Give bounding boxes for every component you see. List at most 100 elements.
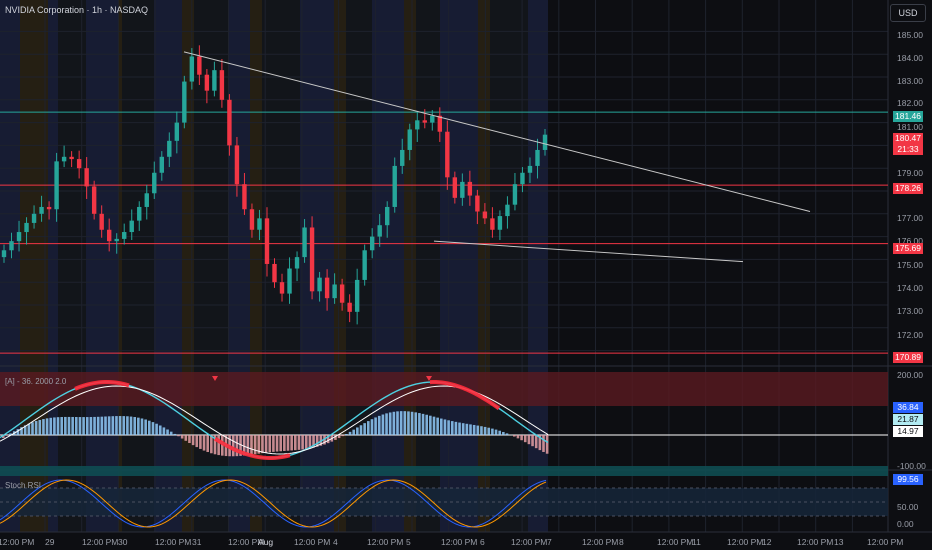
price-axis-tick: 176.00 xyxy=(897,236,923,246)
macd-histogram-bar xyxy=(531,435,534,447)
candle-body xyxy=(512,184,518,205)
macd-histogram-bar xyxy=(465,423,469,435)
time-axis-label: 12:00 PM xyxy=(441,537,478,547)
macd-histogram-bar xyxy=(370,419,374,435)
macd-histogram-bar xyxy=(188,435,191,444)
macd-histogram-bar xyxy=(290,435,293,451)
session-band xyxy=(118,0,122,532)
macd-histogram-bar xyxy=(71,416,74,435)
candle-body xyxy=(9,241,14,251)
candle-body xyxy=(1,250,7,258)
macd-histogram-bar xyxy=(480,426,483,435)
macd-histogram-bar xyxy=(527,435,531,445)
macd-histogram-bar xyxy=(261,435,264,454)
macd-histogram-bar xyxy=(520,435,523,441)
macd-histogram-bar xyxy=(429,415,432,435)
macd-histogram-bar xyxy=(49,417,53,435)
macd-histogram-bar xyxy=(67,416,71,435)
time-axis-label: 29 xyxy=(45,537,55,547)
stoch-rsi-label[interactable]: Stoch RSI xyxy=(5,481,42,490)
macd-bearish-segment xyxy=(74,380,130,391)
candle-body xyxy=(377,225,382,237)
candle-body xyxy=(505,204,510,217)
price-axis-tick: 185.00 xyxy=(897,30,923,40)
candle-body xyxy=(144,193,149,207)
macd-histogram-bar xyxy=(199,435,202,449)
candle-body xyxy=(467,181,473,196)
macd-histogram-bar xyxy=(155,423,158,435)
candle-body xyxy=(106,229,112,242)
price-axis-tick: 183.00 xyxy=(897,76,923,86)
macd-histogram-bar xyxy=(38,419,42,435)
macd-histogram-bar xyxy=(75,417,78,435)
time-axis-label: 7 xyxy=(547,537,552,547)
macd-histogram-bar xyxy=(502,431,505,435)
currency-button[interactable]: USD xyxy=(890,4,926,22)
chart-title: NVIDIA Corporation · 1h · NASDAQ xyxy=(5,5,149,15)
candle-body xyxy=(324,277,330,299)
macd-histogram-bar xyxy=(180,435,184,439)
time-axis-label: 12:00 PM xyxy=(155,537,192,547)
macd-histogram-bar xyxy=(498,430,501,435)
candle-body xyxy=(347,302,352,312)
level-tag-170: 170.89 xyxy=(893,352,923,363)
time-axis-label: 6 xyxy=(480,537,485,547)
candle-body xyxy=(309,227,315,292)
candle-body xyxy=(490,218,495,230)
macd-histogram-bar xyxy=(432,416,436,435)
macd-histogram-bar xyxy=(115,416,118,435)
candle-body xyxy=(287,268,292,294)
stoch-tag: 99.56 xyxy=(893,474,923,485)
macd-histogram-bar xyxy=(9,433,12,435)
countdown-tag: 21:33 xyxy=(893,144,923,155)
candle-body xyxy=(39,206,44,214)
candle-body xyxy=(16,232,22,242)
lower-trendline xyxy=(433,240,744,263)
candle-body xyxy=(302,227,307,258)
candle-body xyxy=(242,184,247,210)
macd-histogram-bar xyxy=(491,428,494,435)
macd-histogram-bar xyxy=(538,435,542,451)
macd-histogram-bar xyxy=(461,423,465,435)
candle-body xyxy=(159,156,164,173)
level-tag-175: 175.69 xyxy=(893,243,923,254)
macd-histogram-bar xyxy=(126,416,129,435)
time-axis-label: 12:00 PM xyxy=(511,537,548,547)
upper-trendline xyxy=(183,51,811,213)
macd-histogram-bar xyxy=(363,423,366,435)
macd-histogram-bar xyxy=(78,417,82,435)
candle-body xyxy=(31,213,37,223)
macd-tag-1: 36.84 xyxy=(893,402,923,413)
time-axis-label: 12:00 PM xyxy=(0,537,35,547)
macd-histogram-bar xyxy=(235,435,239,457)
macd-histogram-bar xyxy=(140,418,144,435)
macd-histogram-bar xyxy=(158,425,162,435)
session-band xyxy=(20,0,48,532)
macd-histogram-bar xyxy=(301,435,304,450)
candle-body xyxy=(437,115,443,132)
macd-histogram-bar xyxy=(206,435,209,453)
macd-histogram-bar xyxy=(348,431,352,435)
macd-bearish-segment xyxy=(213,436,291,460)
macd-histogram-bar xyxy=(516,435,520,439)
time-axis-label: 4 xyxy=(333,537,338,547)
macd-histogram-bar xyxy=(151,422,155,435)
session-band xyxy=(122,0,154,532)
candle-body xyxy=(69,156,74,160)
macd-histogram-bar xyxy=(352,429,355,435)
macd-histogram-bar xyxy=(16,429,20,435)
time-axis-label: 8 xyxy=(619,537,624,547)
macd-histogram-bar xyxy=(319,435,323,446)
time-axis-label: 30 xyxy=(118,537,128,547)
stoch-axis-50: 50.00 xyxy=(897,502,919,512)
candle-body xyxy=(84,168,89,187)
macd-histogram-bar xyxy=(242,435,246,456)
macd-histogram-bar xyxy=(129,416,133,435)
time-axis-label: 12:00 PM xyxy=(367,537,404,547)
macd-histogram-bar xyxy=(45,418,49,435)
macd-tag-3: 14.97 xyxy=(893,426,923,437)
macd-overbought-zone xyxy=(0,372,888,406)
macd-indicator-label[interactable]: [A] - 36. 2000 2.0 xyxy=(5,377,67,386)
candle-body xyxy=(114,238,119,242)
